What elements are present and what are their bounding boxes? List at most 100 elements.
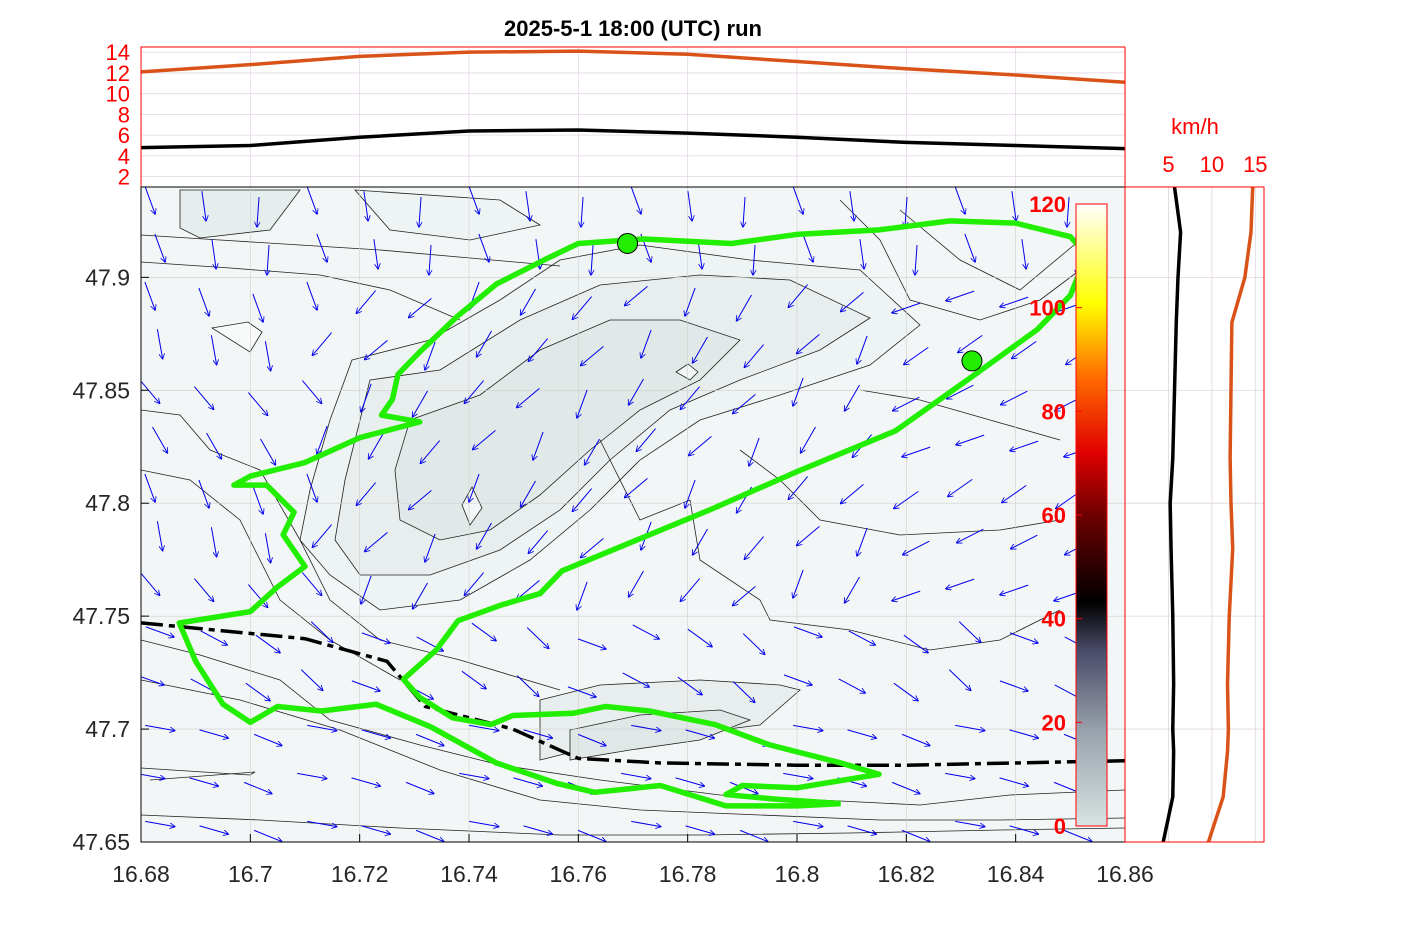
wind-arrow [517,387,540,407]
wind-arrow [312,524,333,548]
wind-arrow [145,724,175,730]
wind-arrow [301,572,321,596]
wind-arrow [693,336,708,363]
wind-arrow [307,724,337,730]
wind-arrow [247,584,267,608]
colorbar-tick-label: 20 [1042,710,1066,735]
wind-arrow [783,772,813,778]
wind-arrow [199,729,229,738]
wind-arrow [193,578,213,602]
wind-arrow [247,392,267,416]
colorbar-tick-label: 80 [1042,399,1066,424]
contour-field [141,187,1125,842]
wind-arrow [1002,484,1027,502]
wind-arrow [1010,440,1039,451]
wind-arrow [687,628,712,647]
wind-arrow [947,384,974,399]
wind-arrow [689,435,712,455]
wind-arrow [1000,296,1029,307]
wind-arrow [361,575,372,604]
wind-arrow [461,670,486,689]
wind-arrow [625,477,648,497]
wind-arrow [903,634,928,653]
track-markers [617,232,983,372]
wind-arrow [793,569,804,598]
wind-arrow [429,245,431,275]
wind-arrow [958,621,981,643]
wind-arrow [253,829,282,842]
wind-arrow [793,377,804,406]
wind-arrow [419,197,421,227]
wind-arrow [464,380,485,404]
wind-arrow [687,191,692,221]
wind-arrow [572,296,593,320]
top-orange-series-line [141,49,1125,85]
wind-arrow [145,626,174,637]
wind-arrow [189,777,219,786]
wind-arrow [473,429,496,449]
wind-arrow [517,579,540,599]
track-marker [961,350,983,372]
wind-arrow [749,437,760,466]
right-orange-series-line [1206,187,1255,842]
wind-arrow [1011,191,1016,221]
wind-arrow [733,393,756,413]
wind-arrow [145,820,175,826]
colorbar: 0 20 40 60 80 100 120 [1029,192,1108,839]
wind-arrow [141,676,164,685]
wind-arrow [577,389,588,418]
wind-arrow [471,622,496,641]
wind-arrow [847,825,877,834]
wind-arrow [373,239,378,269]
wind-arrow [622,672,649,687]
wind-arrow [415,829,444,842]
wind-arrow [957,528,984,543]
wind-arrow [892,302,921,313]
wind-arrow [677,676,702,695]
wind-arrow [577,581,588,610]
wind-arrow [257,197,259,227]
wind-arrow [211,239,216,269]
wind-arrow [1009,632,1038,643]
wind-arrow [351,777,381,786]
wind-arrow [316,233,327,262]
wind-arrow [198,287,209,316]
wind-arrow [577,638,606,649]
map-x-tick-label: 16.74 [440,861,498,887]
wind-arrow [849,191,854,221]
wind-arrow [581,537,604,557]
colorbar-tick-label: 120 [1029,192,1066,217]
wind-arrow [845,384,860,411]
wind-arrow [415,733,444,745]
map-grid [141,187,1125,842]
wind-arrow [1012,340,1037,358]
wind-arrow [201,191,206,221]
map-y-ticks: 47.65 47.7 47.75 47.8 47.85 47.9 [72,264,149,855]
colorbar-tick-label: 0 [1054,814,1066,839]
wind-arrow [144,473,155,502]
map-x-tick-label: 16.76 [550,861,608,887]
wind-arrow [797,525,820,545]
wind-arrow [567,686,596,697]
wind-arrow [464,572,485,596]
wind-arrow [999,777,1029,786]
wind-arrow [841,483,864,503]
wind-arrow [733,585,756,605]
wind-arrow [847,729,877,738]
wind-arrow [361,383,372,412]
wind-arrow [685,287,696,316]
wind-arrow [581,197,583,227]
right-black-series-line [1161,187,1183,842]
wind-arrow [857,335,868,364]
wind-arrow [413,390,428,417]
wind-arrow [742,633,765,655]
wind-arrow [680,386,701,410]
wind-arrow [245,682,270,701]
wind-arrow [893,682,918,701]
main-map: 16.68 16.7 16.72 16.74 16.76 16.78 16.8 16.82 16… [72,186,1154,887]
wind-arrow [477,522,492,549]
wind-arrow [351,680,380,691]
colorbar-tick-label: 60 [1042,503,1066,528]
wind-arrow [955,820,985,826]
